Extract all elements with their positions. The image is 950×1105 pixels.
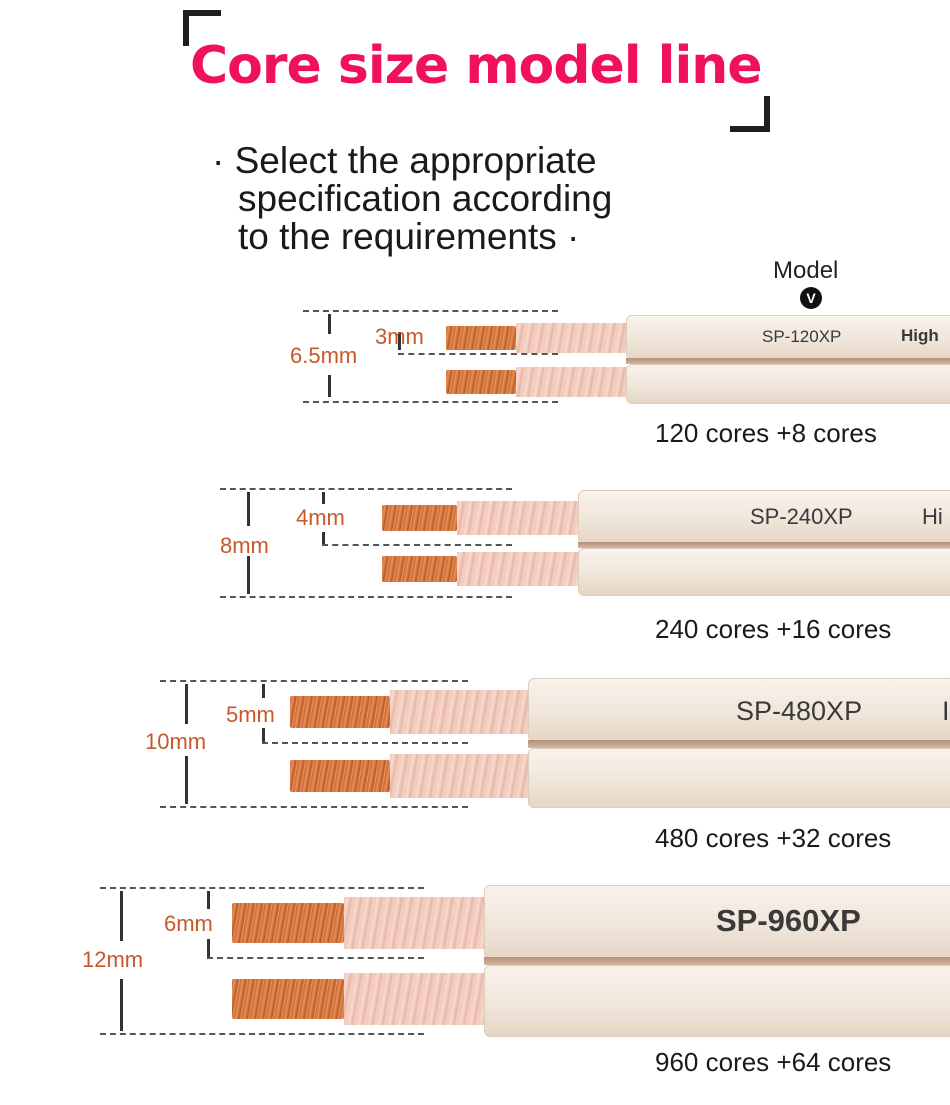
dim-line-mid xyxy=(207,957,424,959)
dim-bar-overall-lower xyxy=(185,756,188,804)
insulation-top xyxy=(390,690,530,734)
cable-sp-120xp: 6.5mm 3mm SP-120XP High 120 cores +8 cor… xyxy=(0,300,950,450)
cable-sp-240xp: 8mm 4mm SP-240XP Hi 240 cores +16 cores xyxy=(0,480,950,650)
insulation-bottom xyxy=(390,754,530,798)
jacket-split xyxy=(578,542,950,548)
insulation-bottom xyxy=(344,973,486,1025)
dim-bar-core-lower xyxy=(322,532,325,544)
jacket-split xyxy=(484,957,950,965)
overall-width-label: 10mm xyxy=(145,729,207,754)
model-suffix: I xyxy=(942,696,950,726)
core-count: 120 cores +8 cores xyxy=(655,418,877,448)
subtitle-line-2: specification according xyxy=(238,178,613,219)
dim-bar-overall-lower xyxy=(120,979,123,1031)
cable-jacket-top xyxy=(484,885,950,959)
insulation-bottom xyxy=(457,552,579,586)
model-name: SP-240XP xyxy=(750,504,853,529)
dim-line-bottom xyxy=(220,596,512,598)
insulation-top xyxy=(516,323,628,353)
dim-line-top xyxy=(100,887,424,889)
model-suffix: Hi xyxy=(922,504,943,529)
corner-bracket-top-left xyxy=(183,10,221,46)
dim-line-bottom xyxy=(160,806,468,808)
dim-bar-overall-lower xyxy=(247,556,250,594)
jacket-split xyxy=(626,358,950,364)
cable-jacket-bottom xyxy=(528,748,950,808)
core-count: 240 cores +16 cores xyxy=(655,614,892,644)
dim-bar-core-lower xyxy=(262,728,265,742)
model-label: Model xyxy=(773,257,839,284)
copper-strand-top xyxy=(382,505,457,531)
cable-jacket-bottom xyxy=(484,965,950,1037)
core-size-label: 5mm xyxy=(226,702,275,727)
core-count: 960 cores +64 cores xyxy=(655,1047,892,1077)
copper-strand-top xyxy=(446,326,516,350)
copper-strand-bottom xyxy=(446,370,516,394)
model-name: SP-120XP xyxy=(762,327,842,346)
jacket-split xyxy=(528,740,950,748)
cable-sp-480xp: 10mm 5mm SP-480XP I 480 cores +32 cores xyxy=(0,670,950,860)
dim-bar-core xyxy=(322,492,325,504)
dim-line-top xyxy=(160,680,468,682)
model-name: SP-960XP xyxy=(716,903,861,938)
dim-line-bottom xyxy=(100,1033,424,1035)
dim-bar-overall xyxy=(185,684,188,724)
dim-bar-overall-lower xyxy=(328,375,331,397)
corner-bracket-bottom-right xyxy=(730,96,770,132)
copper-strand-bottom xyxy=(232,979,344,1019)
copper-strand-top xyxy=(232,903,344,943)
insulation-top xyxy=(344,897,486,949)
cable-jacket-top xyxy=(528,678,950,742)
dim-bar-overall xyxy=(120,891,123,941)
dim-line-top xyxy=(220,488,512,490)
dim-bar-overall xyxy=(328,314,331,334)
core-count: 480 cores +32 cores xyxy=(655,823,892,853)
dim-bar-overall xyxy=(247,492,250,526)
dim-bar-core xyxy=(398,332,401,350)
core-size-label: 6mm xyxy=(164,911,213,936)
subtitle: · Select the appropriate specification a… xyxy=(212,142,752,256)
overall-width-label: 6.5mm xyxy=(290,343,358,368)
dim-line-bottom xyxy=(303,401,558,403)
cable-jacket-top xyxy=(626,315,950,360)
overall-width-label: 12mm xyxy=(82,947,144,972)
model-name: SP-480XP xyxy=(736,696,863,726)
dim-bar-core xyxy=(207,891,210,909)
cable-jacket-bottom xyxy=(626,364,950,404)
page-title: Core size model line xyxy=(190,36,763,96)
cable-jacket-top xyxy=(578,490,950,544)
model-suffix: High xyxy=(901,326,939,345)
insulation-bottom xyxy=(516,367,628,397)
dim-line-mid xyxy=(398,353,558,355)
dim-line-top xyxy=(303,310,558,312)
core-size-label: 4mm xyxy=(296,505,345,530)
cable-jacket-bottom xyxy=(578,548,950,596)
dim-bar-core-lower xyxy=(207,939,210,957)
subtitle-line-1: · Select the appropriate xyxy=(212,140,597,181)
subtitle-line-3: to the requirements · xyxy=(238,216,580,257)
dim-bar-core xyxy=(262,684,265,698)
insulation-top xyxy=(457,501,579,535)
core-size-label: 3mm xyxy=(375,324,424,349)
dim-line-mid xyxy=(262,742,468,744)
copper-strand-bottom xyxy=(290,760,390,792)
copper-strand-top xyxy=(290,696,390,728)
overall-width-label: 8mm xyxy=(220,533,269,558)
model-v-icon: V xyxy=(800,287,822,309)
copper-strand-bottom xyxy=(382,556,457,582)
cable-sp-960xp: 12mm 6mm SP-960XP 960 cores +64 cores xyxy=(0,875,950,1090)
dim-line-mid xyxy=(322,544,512,546)
